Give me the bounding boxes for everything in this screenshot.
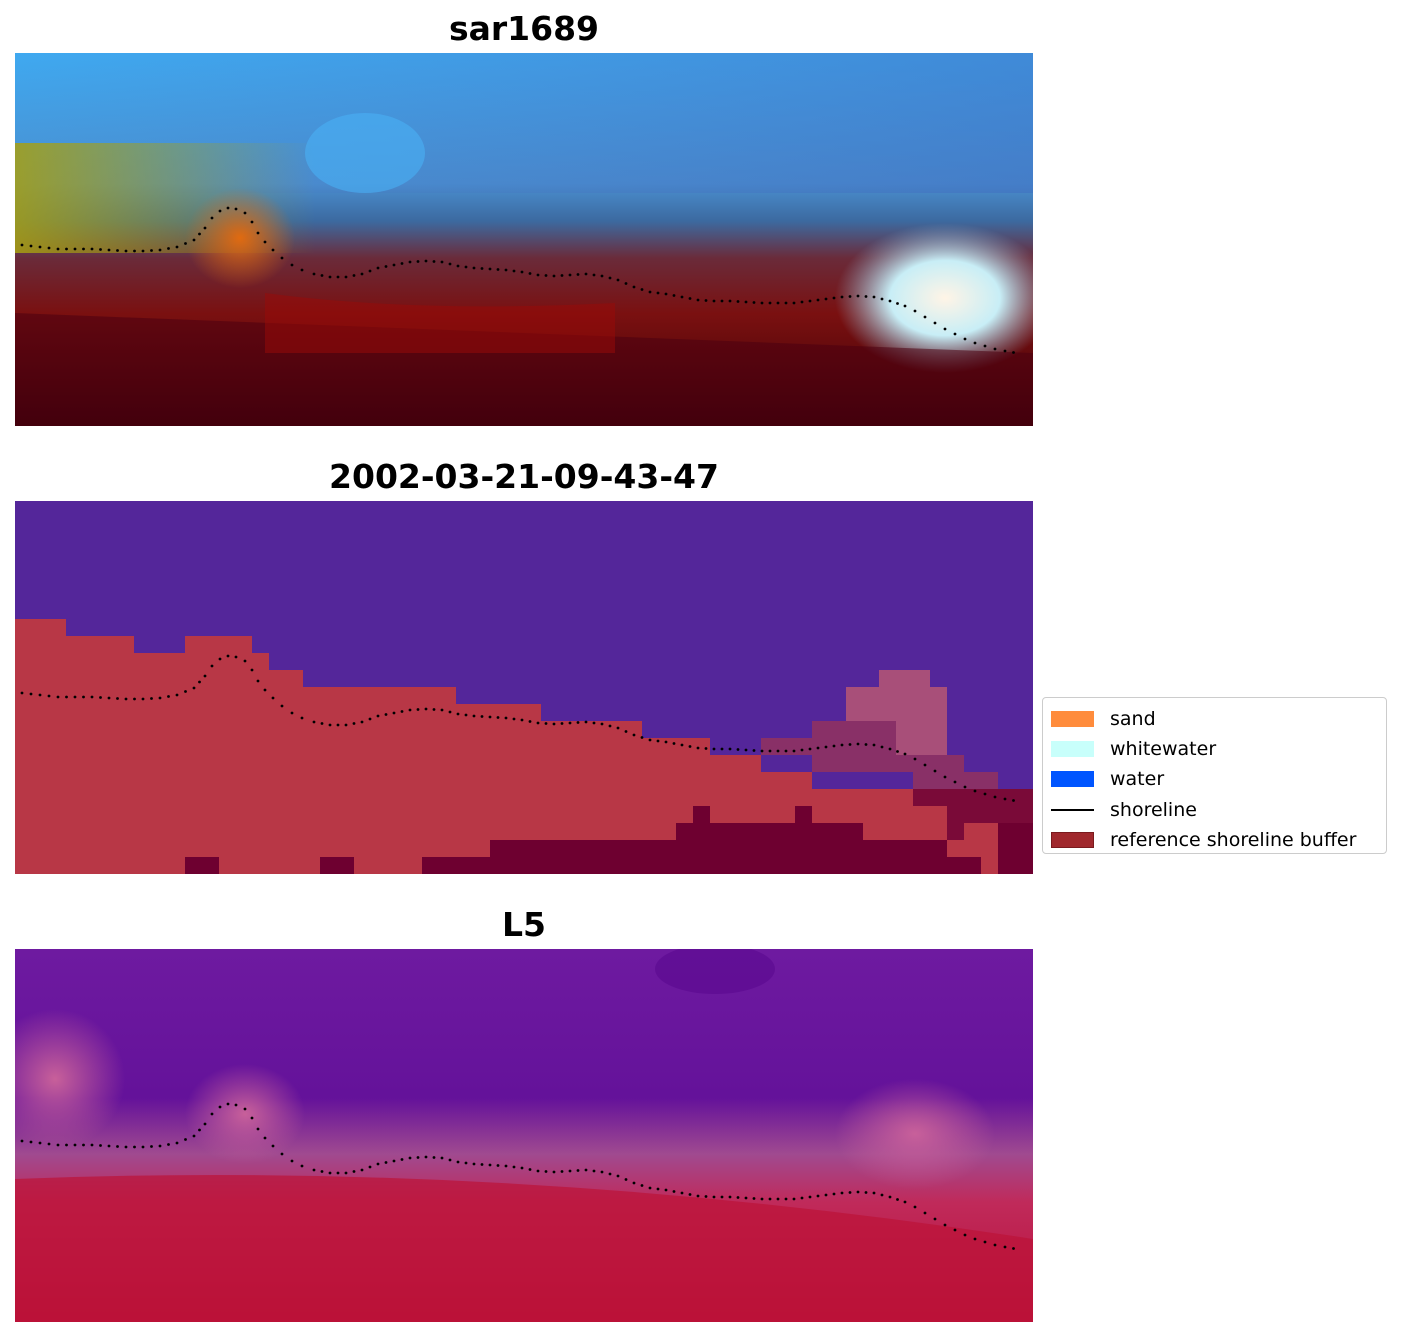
rgb-image-svg <box>15 53 1033 426</box>
whitewater-swatch <box>1051 741 1094 758</box>
legend-item-sand: sand <box>1051 704 1378 734</box>
shoreline-line-swatch <box>1051 802 1094 818</box>
legend-item-water: water <box>1051 764 1378 794</box>
panel-title-classified: 2002-03-21-09-43-47 <box>329 457 719 496</box>
index-image-svg <box>15 949 1033 1322</box>
classified-image <box>15 501 1033 874</box>
legend-label: shoreline <box>1110 798 1197 821</box>
legend-label: sand <box>1110 708 1156 731</box>
panel-title-rgb: sar1689 <box>448 9 600 48</box>
legend-label: whitewater <box>1110 738 1217 761</box>
legend-label: water <box>1110 768 1165 791</box>
sand-swatch <box>1051 711 1094 728</box>
panel-title-index: L5 <box>502 905 546 944</box>
legend: sand whitewater water shoreline referenc… <box>1042 697 1387 854</box>
legend-item-whitewater: whitewater <box>1051 734 1378 764</box>
index-image <box>15 949 1033 1322</box>
reference-buffer-swatch <box>1051 831 1094 848</box>
water-swatch <box>1051 771 1094 788</box>
rgb-image <box>15 53 1033 426</box>
legend-label: reference shoreline buffer <box>1110 828 1357 851</box>
classified-image-svg <box>15 501 1033 874</box>
legend-item-reference-buffer: reference shoreline buffer <box>1051 825 1378 855</box>
legend-item-shoreline: shoreline <box>1051 795 1378 825</box>
